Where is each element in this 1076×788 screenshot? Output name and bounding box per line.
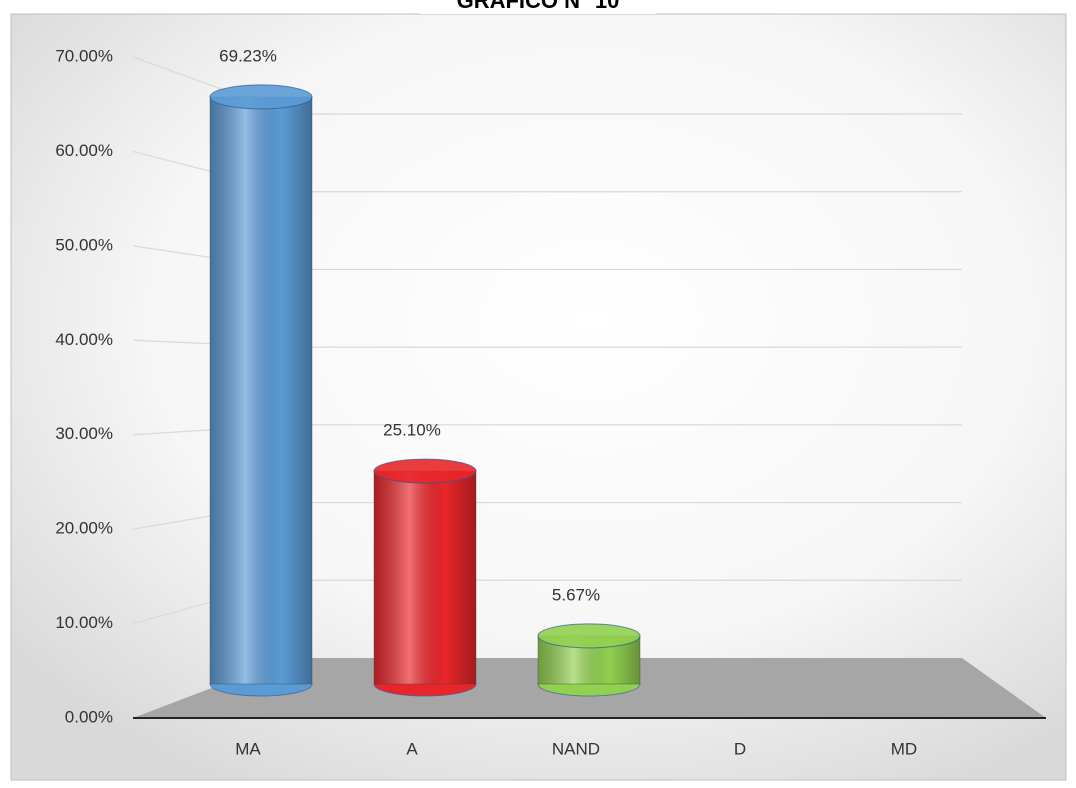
chart-title: GRÁFICO N° 10 [457,0,620,13]
y-tick-label: 20.00% [55,519,113,538]
x-tick-label: MA [235,739,261,758]
bar-top [373,458,477,484]
y-tick-label: 40.00% [55,330,113,349]
data-label: 69.23% [219,46,277,65]
bar-shade [373,470,477,685]
y-tick-label: 10.00% [55,613,113,632]
y-tick-label: 30.00% [55,424,113,443]
x-tick-label: MD [891,739,917,758]
data-label: 25.10% [383,421,441,440]
title-backdrop [420,0,656,14]
data-label: 5.67% [552,585,600,604]
bar-top [209,84,313,110]
y-tick-label: 70.00% [55,46,113,65]
x-tick-label: NAND [552,739,600,758]
bar-top [537,623,641,649]
x-tick-label: D [734,739,746,758]
y-tick-label: 50.00% [55,235,113,254]
y-tick-label: 0.00% [65,707,113,726]
y-tick-label: 60.00% [55,141,113,160]
bar-shade [209,96,313,685]
x-tick-label: A [406,739,418,758]
